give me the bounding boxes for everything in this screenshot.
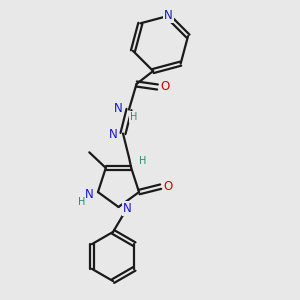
Text: N: N <box>114 101 123 115</box>
Text: N: N <box>123 202 132 215</box>
Text: N: N <box>164 10 173 22</box>
Text: N: N <box>85 188 93 201</box>
Text: H: H <box>139 155 146 166</box>
Text: O: O <box>164 180 173 193</box>
Text: H: H <box>130 112 137 122</box>
Text: N: N <box>109 128 118 142</box>
Text: H: H <box>78 197 85 207</box>
Text: O: O <box>160 80 169 94</box>
